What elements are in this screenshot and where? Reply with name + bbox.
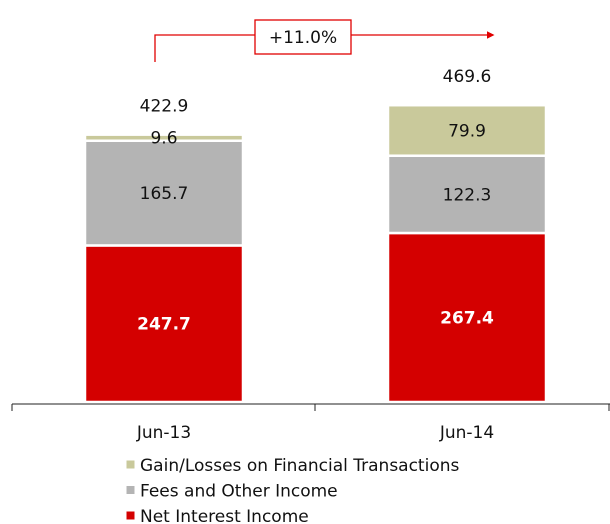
data-label: 122.3 bbox=[443, 185, 492, 205]
bar-segment bbox=[83, 133, 245, 142]
x-tick-label: Jun-13 bbox=[136, 423, 191, 443]
legend-label: Net Interest Income bbox=[140, 507, 309, 524]
data-label: 165.7 bbox=[140, 184, 189, 204]
bar-segment bbox=[386, 103, 548, 157]
legend-swatch bbox=[125, 510, 136, 521]
legend-swatch bbox=[125, 485, 136, 495]
annotation-box bbox=[254, 19, 352, 55]
data-label: 267.4 bbox=[440, 309, 494, 329]
bar-segment bbox=[386, 154, 548, 235]
legend-label: Fees and Other Income bbox=[140, 482, 338, 502]
data-label: 247.7 bbox=[137, 315, 191, 335]
data-label: 79.9 bbox=[448, 121, 486, 141]
bar-segment bbox=[83, 244, 245, 404]
data-label: 9.6 bbox=[150, 129, 177, 149]
bar-segment bbox=[386, 231, 548, 404]
growth-arrow bbox=[154, 31, 495, 62]
x-tick-label: Jun-14 bbox=[439, 423, 494, 443]
legend-swatch bbox=[125, 459, 136, 470]
legend-label: Gain/Losses on Financial Transactions bbox=[140, 456, 459, 476]
total-label: 469.6 bbox=[443, 67, 492, 87]
total-label: 422.9 bbox=[140, 97, 189, 117]
annotation: +11.0% bbox=[269, 28, 337, 48]
